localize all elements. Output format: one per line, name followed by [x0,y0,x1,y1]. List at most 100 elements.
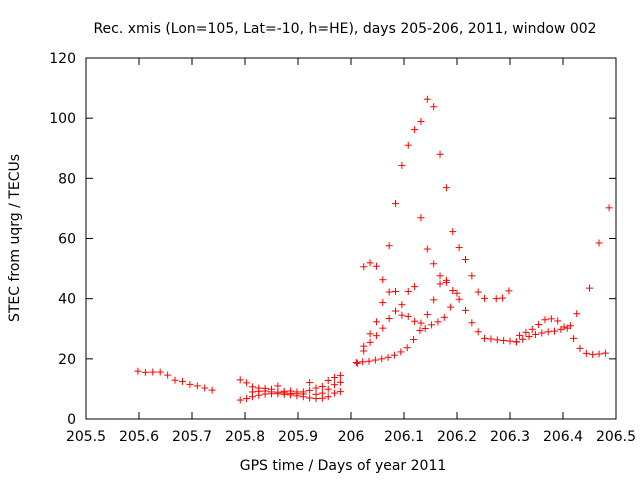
x-tick-label: 205.6 [119,429,159,445]
x-tick-label: 205.7 [172,429,212,445]
data-point [595,350,603,358]
data-point [430,103,438,111]
data-point [186,380,194,388]
data-point [535,321,543,329]
data-point [392,287,400,295]
data-point [512,338,520,346]
data-point [324,393,332,401]
data-point [397,348,405,356]
data-point [392,200,400,208]
data-point [379,276,387,284]
data-point [360,342,368,350]
x-tick-label: 206.4 [543,429,583,445]
data-point [554,317,562,325]
y-axis-label: STEC from uqrg / TECUs [7,154,23,322]
data-point [428,321,436,329]
data-point [461,306,469,314]
data-point [500,336,508,344]
data-point [379,324,387,332]
data-point [359,358,367,366]
data-point [481,334,489,342]
data-point [538,329,546,337]
data-point [331,381,339,389]
y-tick-label: 20 [58,352,76,368]
data-point [449,228,457,236]
data-point [366,259,374,267]
y-tick-label: 80 [58,171,76,187]
y-axis: 0 20 40 60 80 100 120 [49,51,616,428]
data-point [411,317,419,325]
data-point [372,332,380,340]
data-point [293,390,301,398]
data-point [417,117,425,125]
data-point [430,296,438,304]
data-point [589,351,597,359]
data-point [366,338,374,346]
data-point [416,327,424,335]
data-point [171,376,179,384]
data-point [208,386,216,394]
data-point [595,239,603,247]
data-point [468,319,476,327]
data-point [306,386,314,394]
data-point [371,356,379,364]
data-point [404,287,412,295]
data-point [353,359,361,367]
plot-frame [85,57,617,420]
data-point [287,389,295,397]
data-point [312,390,320,398]
data-point [372,262,380,270]
data-point [455,244,463,252]
data-point [156,368,164,376]
data-point [243,395,251,403]
data-point [378,355,386,363]
data-point [528,325,536,333]
x-tick-label: 205.5 [66,429,106,445]
data-point [449,287,457,295]
data-point [411,126,419,134]
data-point [474,328,482,336]
data-point [411,283,419,291]
data-point [404,141,412,149]
data-point [398,161,406,169]
y-tick-label: 100 [49,111,76,127]
data-point [506,337,514,345]
data-point [505,287,513,295]
data-point [481,294,489,302]
data-point [493,336,501,344]
data-point [366,330,374,338]
data-point [573,310,581,318]
data-point [324,385,332,393]
data-point [461,256,469,264]
data-point [385,315,393,323]
data-point [261,387,269,395]
data-point [436,272,444,280]
data-point [365,357,373,365]
data-point [436,150,444,158]
data-point [601,349,609,357]
data-point [582,349,590,357]
data-point [385,242,393,250]
data-point [570,334,578,342]
data-point [551,327,559,335]
x-axis: 205.5 205.6 205.7 205.8 205.9 206 206.1 206.2 20… [66,58,636,445]
x-tick-label: 205.9 [278,429,318,445]
data-point [384,353,392,361]
data-point [141,368,149,376]
data-point [398,311,406,319]
data-point [492,295,500,303]
data-point [547,315,555,323]
data-point [447,303,455,311]
data-point [379,299,387,307]
x-tick-label: 206.3 [490,429,530,445]
data-point [318,383,326,391]
data-point [576,344,584,352]
data-point [474,288,482,296]
data-point [306,379,314,387]
data-point [390,351,398,359]
data-point [442,276,450,284]
data-point [164,371,172,379]
data-point [243,379,251,387]
data-point [455,295,463,303]
